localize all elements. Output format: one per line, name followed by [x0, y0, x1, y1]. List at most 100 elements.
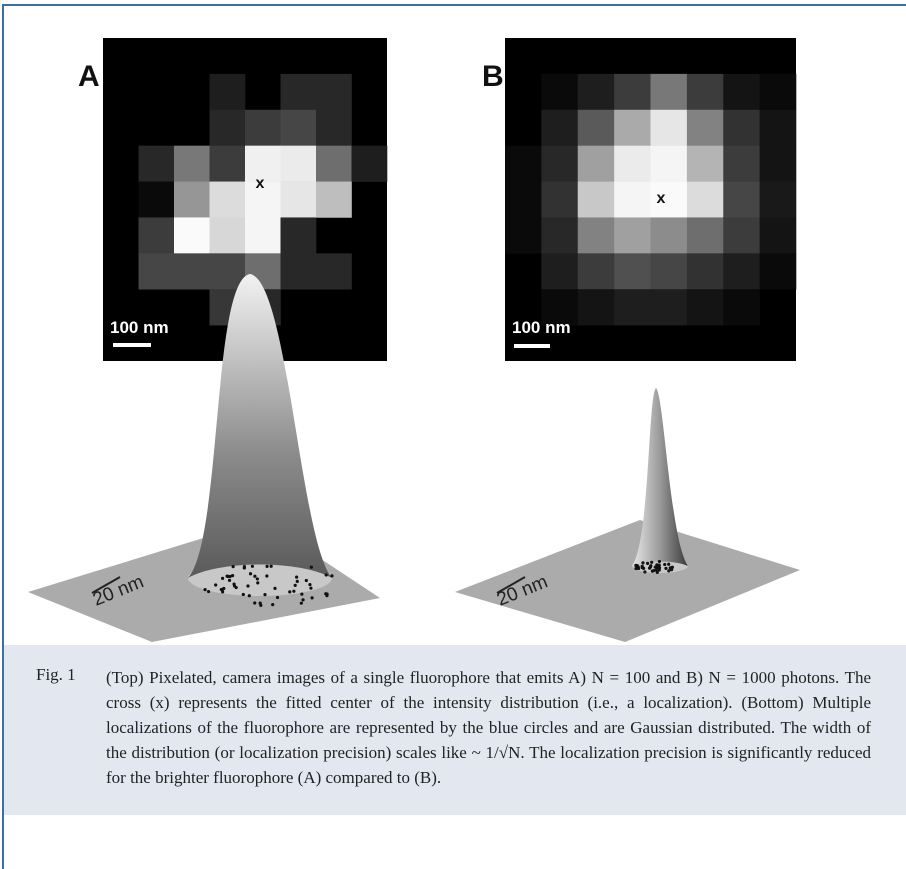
pixel — [210, 74, 246, 110]
pixel — [210, 182, 246, 218]
pixel — [723, 289, 760, 325]
localization-dot — [207, 590, 210, 593]
pixel — [651, 110, 688, 146]
pixel — [541, 146, 578, 182]
localization-dot — [300, 602, 303, 605]
pixel — [723, 217, 760, 253]
localization-dot — [330, 574, 333, 577]
pixel — [723, 146, 760, 182]
localization-dot — [663, 563, 666, 566]
localization-dot — [294, 584, 297, 587]
localization-dot — [301, 598, 304, 601]
pixel — [210, 110, 246, 146]
localization-dot — [652, 569, 655, 572]
localization-dot — [231, 574, 234, 577]
pixel — [614, 146, 651, 182]
scale-bar — [514, 344, 550, 348]
localization-dot — [226, 575, 229, 578]
localization-dot — [310, 596, 313, 599]
localization-dot — [325, 594, 328, 597]
localization-dot — [242, 593, 245, 596]
pixel — [281, 74, 317, 110]
pixel — [174, 253, 210, 289]
pixel — [139, 253, 175, 289]
pixel — [614, 182, 651, 218]
localization-dot — [276, 596, 279, 599]
pixel — [614, 289, 651, 325]
pixel — [687, 110, 724, 146]
localization-dot — [232, 565, 235, 568]
localization-dot — [308, 583, 311, 586]
localization-dot — [222, 587, 225, 590]
pixel — [760, 110, 797, 146]
pixel — [760, 217, 797, 253]
localization-dot — [256, 581, 259, 584]
pixel — [281, 110, 317, 146]
localization-dot — [263, 593, 266, 596]
localization-dot — [646, 562, 649, 565]
localization-dot — [296, 580, 299, 583]
scale-bar — [113, 343, 151, 347]
pixel — [541, 253, 578, 289]
localization-dot — [650, 561, 653, 564]
center-mark: x — [256, 175, 265, 192]
pixel — [245, 217, 281, 253]
localization-dot — [641, 561, 644, 564]
pixel — [210, 217, 246, 253]
pixel — [687, 146, 724, 182]
localization-dot — [273, 587, 276, 590]
pixel — [723, 253, 760, 289]
scale-bar-label: 100 nm — [110, 318, 169, 337]
localization-dot — [265, 565, 268, 568]
pixel — [578, 253, 615, 289]
caption-box: Fig. 1 (Top) Pixelated, camera images of… — [4, 645, 906, 815]
pixel — [651, 217, 688, 253]
pixel — [687, 289, 724, 325]
pixel — [139, 217, 175, 253]
localization-dot — [634, 564, 637, 567]
localization-dot — [648, 567, 651, 570]
localization-dot — [295, 576, 298, 579]
localization-dot — [667, 569, 670, 572]
localization-dot — [251, 565, 254, 568]
localization-dot — [654, 566, 657, 569]
localization-dot — [305, 579, 308, 582]
localization-dot — [292, 590, 295, 593]
localization-dot — [228, 579, 231, 582]
pixel — [578, 146, 615, 182]
pixel — [174, 146, 210, 182]
pixel — [281, 217, 317, 253]
localization-dot — [246, 584, 249, 587]
page: A B x x 100 nm 100 nm 20 nm 20 nm Fig. 1… — [0, 0, 906, 869]
localization-dot — [271, 603, 274, 606]
localization-dot — [214, 583, 217, 586]
localization-dot — [641, 565, 644, 568]
localization-dot — [667, 563, 670, 566]
localization-dot — [658, 560, 661, 563]
pixel — [245, 110, 281, 146]
surface-plane — [455, 520, 800, 642]
pixel — [541, 182, 578, 218]
pixel — [505, 146, 542, 182]
pixel — [316, 253, 352, 289]
localization-dot — [253, 601, 256, 604]
pixel — [723, 110, 760, 146]
pixel — [541, 74, 578, 110]
caption-text: (Top) Pixelated, camera images of a sing… — [106, 665, 871, 790]
pixel — [651, 253, 688, 289]
pixel — [541, 110, 578, 146]
pixel — [687, 217, 724, 253]
pixel — [316, 182, 352, 218]
pixel — [281, 146, 317, 182]
localization-dot — [270, 565, 273, 568]
panel-label: B — [482, 60, 504, 93]
pixel — [578, 74, 615, 110]
pixel-image — [505, 38, 796, 361]
localization-dot — [309, 587, 312, 590]
pixel — [505, 182, 542, 218]
center-mark: x — [657, 190, 666, 207]
pixel — [316, 146, 352, 182]
pixel — [139, 182, 175, 218]
pixel — [352, 146, 388, 182]
localization-dot — [243, 565, 246, 568]
